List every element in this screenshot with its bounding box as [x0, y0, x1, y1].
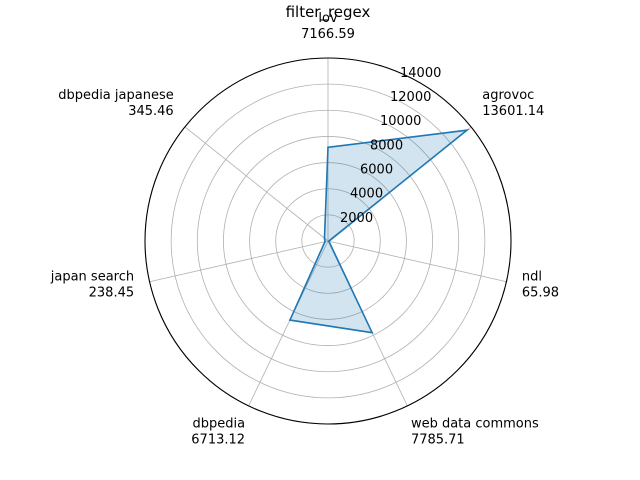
r-tick-label: 2000 — [340, 211, 373, 226]
series-area — [289, 130, 467, 333]
value-label: 345.46 — [128, 104, 174, 119]
grid-spoke — [248, 240, 329, 407]
value-label: 65.98 — [522, 286, 559, 301]
category-label: lov — [318, 11, 338, 26]
r-tick-label: 4000 — [350, 187, 383, 202]
category-label: japan search — [50, 270, 134, 285]
value-label: 7166.59 — [301, 27, 355, 42]
data-point-dbpedia — [289, 319, 291, 321]
value-label: 13601.14 — [482, 104, 544, 119]
grid-spoke — [327, 240, 507, 283]
data-point-ndl — [328, 240, 330, 242]
data-point-japan-search — [324, 240, 326, 243]
grid-spoke — [149, 240, 329, 283]
r-tick-label: 8000 — [370, 138, 403, 153]
value-label: 7785.71 — [411, 433, 465, 448]
category-label: ndl — [522, 270, 542, 285]
r-tick-label: 14000 — [400, 66, 441, 81]
category-label: web data commons — [411, 417, 539, 432]
category-label: dbpedia — [192, 417, 245, 432]
value-label: 238.45 — [89, 286, 135, 301]
r-tick-label: 10000 — [380, 114, 421, 129]
r-tick-label: 12000 — [390, 90, 431, 105]
grid-spoke — [184, 126, 329, 242]
polar-frame — [144, 57, 512, 425]
data-point-lov — [327, 146, 329, 149]
data-point-web-data-commons — [371, 331, 373, 334]
category-label: dbpedia japanese — [58, 88, 174, 103]
value-label: 6713.12 — [191, 433, 245, 448]
r-tick-label: 6000 — [360, 163, 393, 178]
category-label: agrovoc — [482, 88, 534, 103]
data-point-dbpedia-japanese — [323, 237, 326, 239]
data-point-agrovoc — [466, 129, 468, 131]
chart-title: filter_regex — [286, 3, 371, 22]
